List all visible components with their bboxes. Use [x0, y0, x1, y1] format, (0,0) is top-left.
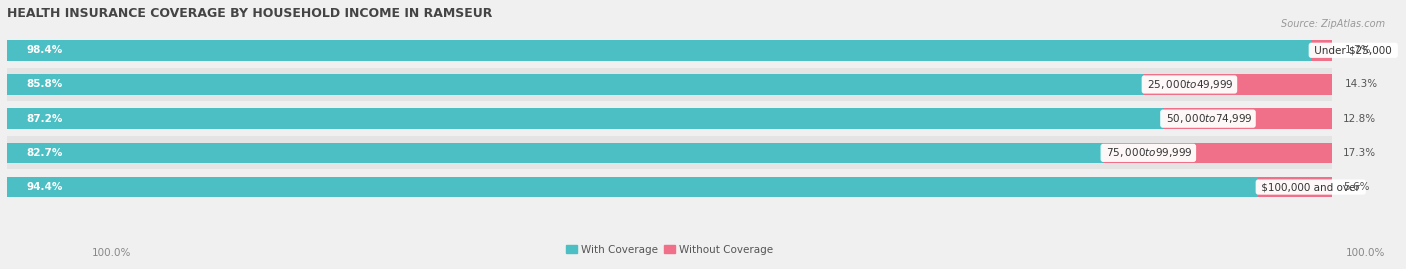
Text: 82.7%: 82.7% [27, 148, 63, 158]
Text: HEALTH INSURANCE COVERAGE BY HOUSEHOLD INCOME IN RAMSEUR: HEALTH INSURANCE COVERAGE BY HOUSEHOLD I… [7, 7, 492, 20]
Text: $75,000 to $99,999: $75,000 to $99,999 [1104, 146, 1194, 159]
Text: 100.0%: 100.0% [91, 248, 131, 258]
Bar [7, 40, 1312, 61]
Bar [1258, 177, 1333, 197]
Text: 100.0%: 100.0% [1346, 248, 1385, 258]
Bar [7, 34, 1333, 67]
Text: 14.3%: 14.3% [1344, 79, 1378, 90]
Bar [7, 102, 1333, 135]
Bar [1144, 74, 1334, 95]
Text: $100,000 and over: $100,000 and over [1258, 182, 1364, 192]
Legend: With Coverage, Without Coverage: With Coverage, Without Coverage [567, 245, 773, 255]
Text: $50,000 to $74,999: $50,000 to $74,999 [1163, 112, 1253, 125]
Bar [7, 177, 1258, 197]
Text: 12.8%: 12.8% [1343, 114, 1376, 124]
Text: 17.3%: 17.3% [1343, 148, 1376, 158]
Bar [1163, 108, 1333, 129]
Bar [7, 143, 1104, 163]
Text: Source: ZipAtlas.com: Source: ZipAtlas.com [1281, 19, 1385, 29]
Bar [7, 108, 1163, 129]
Text: 94.4%: 94.4% [27, 182, 63, 192]
Text: 98.4%: 98.4% [27, 45, 63, 55]
Text: Under $25,000: Under $25,000 [1312, 45, 1395, 55]
Text: 1.7%: 1.7% [1344, 45, 1371, 55]
Bar [7, 74, 1144, 95]
Bar [7, 68, 1333, 101]
Bar [1104, 143, 1333, 163]
Text: 85.8%: 85.8% [27, 79, 63, 90]
Text: 5.6%: 5.6% [1343, 182, 1369, 192]
Text: $25,000 to $49,999: $25,000 to $49,999 [1144, 78, 1234, 91]
Bar [7, 171, 1333, 203]
Bar [1312, 40, 1334, 61]
Text: 87.2%: 87.2% [27, 114, 63, 124]
Bar [7, 136, 1333, 169]
